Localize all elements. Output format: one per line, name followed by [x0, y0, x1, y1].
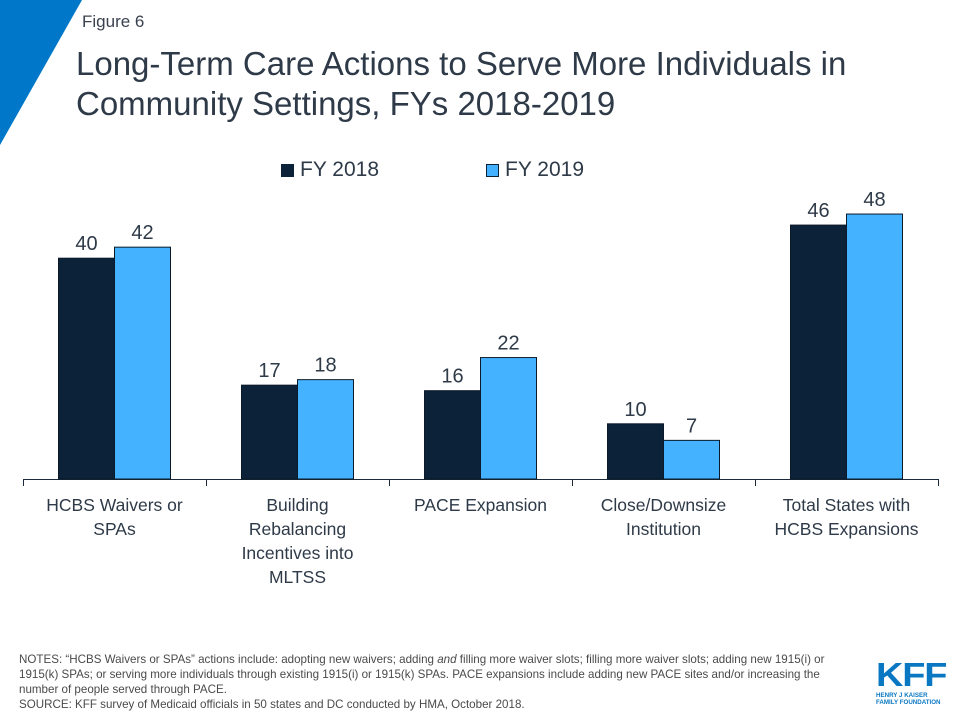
legend-label-fy2018: FY 2018 — [300, 158, 380, 181]
data-label-fy2018-0: 40 — [75, 233, 97, 255]
figure-label: Figure 6 — [82, 12, 145, 31]
legend: FY 2018 FY 2019 — [0, 158, 960, 184]
corner-accent-triangle — [0, 0, 82, 145]
category-label-1-line-3: MLTSS — [269, 567, 326, 587]
data-label-fy2019-3: 7 — [686, 415, 697, 437]
category-label-0-line-1: SPAs — [93, 519, 136, 539]
bar-fy2019-1 — [297, 379, 354, 480]
notes-text: NOTES: “HCBS Waivers or SPAs” actions in… — [19, 652, 849, 697]
bar-fy2019-3 — [663, 439, 720, 480]
data-label-fy2019-1: 18 — [314, 355, 336, 377]
bar-fy2019-2 — [480, 357, 537, 480]
bar-fy2018-1 — [241, 384, 298, 480]
category-label-3-line-1: Institution — [626, 519, 701, 539]
notes-italic: and — [437, 653, 457, 666]
data-label-fy2018-4: 46 — [807, 200, 829, 222]
data-label-fy2018-1: 17 — [258, 360, 280, 382]
category-label-4-line-0: Total States with — [783, 495, 910, 515]
data-label-fy2019-4: 48 — [863, 189, 885, 211]
bar-fy2018-0 — [58, 257, 115, 480]
category-label-2-line-0: PACE Expansion — [414, 495, 547, 515]
notes-prefix: NOTES: “HCBS Waivers or SPAs” actions in… — [19, 653, 438, 666]
chart-title: Long-Term Care Actions to Serve More Ind… — [76, 45, 847, 122]
bar-fy2018-2 — [424, 390, 481, 480]
bar-fy2018-4 — [790, 224, 847, 480]
footnotes: NOTES: “HCBS Waivers or SPAs” actions in… — [19, 652, 849, 712]
data-label-fy2019-2: 22 — [497, 333, 519, 355]
category-label-3-line-0: Close/Downsize — [601, 495, 726, 515]
bar-fy2019-4 — [846, 213, 903, 480]
category-label-1-line-2: Incentives into — [242, 543, 354, 563]
category-label-1-line-0: Building — [266, 495, 328, 515]
logo-mark: KFF — [876, 656, 947, 693]
data-label-fy2019-0: 42 — [131, 222, 153, 244]
data-label-fy2018-2: 16 — [441, 366, 463, 388]
bar-fy2018-3 — [607, 423, 664, 480]
legend-label-fy2019: FY 2019 — [505, 158, 585, 181]
logo-line2: FAMILY FOUNDATION — [876, 699, 941, 706]
legend-item-fy2018: FY 2018 — [281, 158, 379, 182]
legend-item-fy2019: FY 2019 — [486, 158, 584, 182]
category-label-1-line-1: Rebalancing — [249, 519, 346, 539]
legend-swatch-fy2018 — [281, 163, 294, 177]
category-label-0-line-0: HCBS Waivers or — [46, 495, 183, 515]
bar-fy2019-0 — [114, 246, 171, 480]
kff-logo: KFF HENRY J KAISER FAMILY FOUNDATION — [876, 658, 947, 706]
source-text: SOURCE: KFF survey of Medicaid officials… — [19, 698, 525, 711]
logo-line1: HENRY J KAISER — [876, 692, 928, 699]
legend-swatch-fy2019 — [486, 163, 499, 177]
data-label-fy2018-3: 10 — [624, 399, 646, 421]
notes-rest: filling more waiver slots; filling more … — [19, 653, 825, 696]
category-label-4-line-1: HCBS Expansions — [775, 519, 919, 539]
